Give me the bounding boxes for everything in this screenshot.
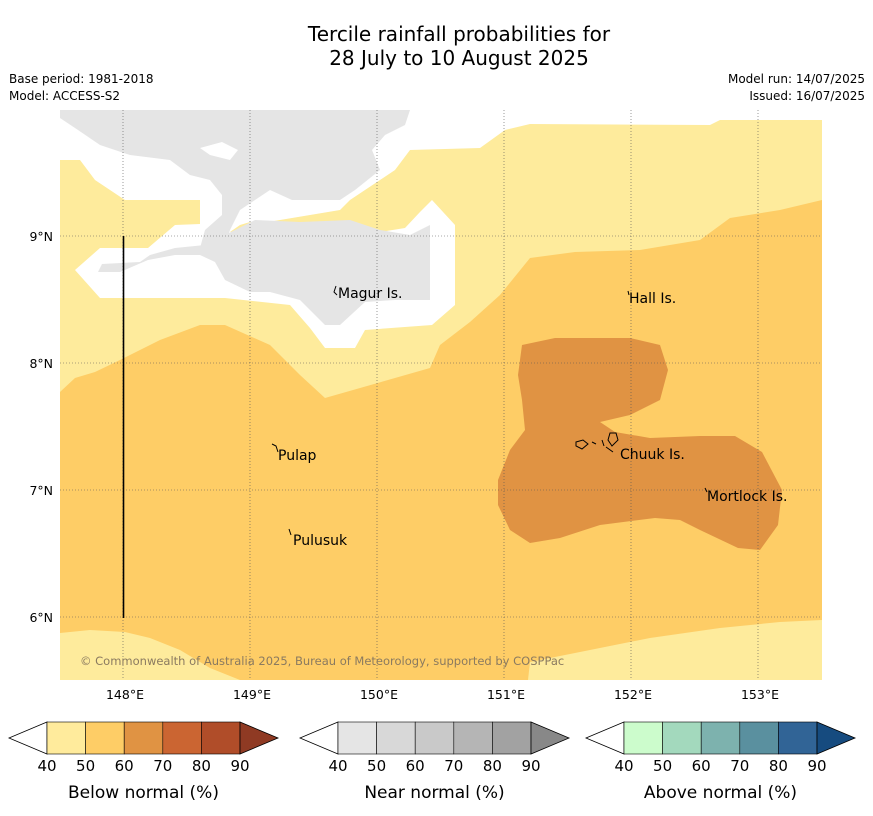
island-hall	[627, 290, 630, 296]
colorbar-tick: 60	[692, 757, 711, 775]
colorbar-min-triangle	[7, 721, 48, 755]
colorbar-cell	[337, 721, 377, 755]
colorbar-tick: 70	[153, 757, 172, 775]
colorbar-max-triangle	[239, 721, 280, 755]
colorbar-tick: 60	[406, 757, 425, 775]
colorbar-above: 40 50 60 70 80 90 Above normal (%)	[584, 721, 857, 803]
colorbar-cell	[492, 721, 532, 755]
island-pulap	[271, 443, 279, 453]
title-line-2: 28 July to 10 August 2025	[329, 46, 589, 70]
y-tick: 9°N	[29, 229, 53, 244]
colorbar-cell	[662, 721, 702, 755]
region-white-hole	[200, 142, 238, 160]
colorbar-min-triangle	[298, 721, 339, 755]
colorbar-tick: 40	[37, 757, 56, 775]
colorbar-near: 40 50 60 70 80 90 Near normal (%)	[298, 721, 571, 803]
colorbar-tick: 40	[614, 757, 633, 775]
y-tick: 8°N	[29, 356, 53, 371]
x-tick: 152°E	[614, 687, 652, 702]
colorbar-tick: 80	[192, 757, 211, 775]
colorbar-cell	[739, 721, 779, 755]
x-tick: 153°E	[741, 687, 779, 702]
title-line-1: Tercile rainfall probabilities for	[307, 22, 611, 46]
place-labels: Magur Is. Hall Is. Pulap Chuuk Is. Mortl…	[278, 286, 787, 549]
region-near-40-50-north	[60, 110, 822, 250]
colorbar-tick: 40	[328, 757, 347, 775]
label-pulap: Pulap	[278, 448, 317, 464]
y-tick: 6°N	[29, 610, 53, 625]
colorbar-cell	[162, 721, 202, 755]
y-tick: 7°N	[29, 483, 53, 498]
colorbar-min-triangle	[584, 721, 625, 755]
region-below-40-50-south-west	[60, 630, 240, 680]
label-pulusuk: Pulusuk	[293, 533, 348, 549]
colorbar-cell	[201, 721, 241, 755]
island-marks	[271, 285, 708, 536]
colorbar-cell	[623, 721, 663, 755]
colorbar-label: Below normal (%)	[68, 783, 219, 803]
colorbar-cell	[414, 721, 455, 755]
colorbar-tick: 90	[521, 757, 540, 775]
colorbar-cell	[700, 721, 741, 755]
colorbar-tick: 50	[76, 757, 95, 775]
colorbar-tick: 60	[115, 757, 134, 775]
region-below-40-50-south-east	[528, 620, 822, 680]
model-name: Model: ACCESS-S2	[9, 89, 121, 103]
issued-date: Issued: 16/07/2025	[749, 89, 865, 103]
island-magur	[333, 285, 338, 296]
region-near-40-50-south	[98, 220, 430, 325]
colorbar-cell	[778, 721, 818, 755]
map-area: Magur Is. Hall Is. Pulap Chuuk Is. Mortl…	[60, 110, 822, 680]
colorbar-tick: 80	[483, 757, 502, 775]
label-chuuk: Chuuk Is.	[620, 447, 685, 463]
colorbar-tick: 70	[444, 757, 463, 775]
colorbar-cell	[376, 721, 416, 755]
colorbar-tick: 80	[769, 757, 788, 775]
meta-right: Model run: 14/07/2025 Issued: 16/07/2025	[728, 71, 865, 105]
island-chuuk	[575, 432, 619, 453]
colorbars: 40 50 60 70 80 90 Below normal (%) 40 50 60 70 80 90…	[7, 721, 857, 803]
x-tick: 151°E	[487, 687, 525, 702]
colorbar-max-triangle	[530, 721, 571, 755]
label-mortlock: Mortlock Is.	[707, 489, 787, 505]
label-magur: Magur Is.	[338, 286, 403, 302]
base-period: Base period: 1981-2018	[9, 72, 154, 86]
x-axis-ticks: 148°E 149°E 150°E 151°E 152°E 153°E	[106, 687, 779, 702]
colorbar-label: Above normal (%)	[644, 783, 797, 803]
island-mortlock	[704, 487, 708, 493]
copyright-notice: © Commonwealth of Australia 2025, Bureau…	[80, 654, 564, 668]
meta-left: Base period: 1981-2018 Model: ACCESS-S2	[9, 71, 154, 105]
colorbar-tick: 50	[367, 757, 386, 775]
region-below-60-70	[498, 338, 782, 550]
colorbar-cell	[123, 721, 164, 755]
colorbar-tick: 50	[653, 757, 672, 775]
colorbar-tick: 90	[807, 757, 826, 775]
map-title: Tercile rainfall probabilities for 28 Ju…	[0, 22, 873, 70]
colorbar-cell	[453, 721, 493, 755]
colorbar-tick: 70	[730, 757, 749, 775]
colorbar-below: 40 50 60 70 80 90 Below normal (%)	[7, 721, 280, 803]
colorbar-tick: 90	[230, 757, 249, 775]
colorbar-cell	[85, 721, 125, 755]
island-pulusuk	[288, 528, 292, 536]
colorbar-max-triangle	[816, 721, 857, 755]
x-tick: 149°E	[233, 687, 271, 702]
colorbar-cell	[46, 721, 86, 755]
y-axis-ticks: 9°N 8°N 7°N 6°N	[29, 229, 53, 625]
x-tick: 148°E	[106, 687, 144, 702]
model-run: Model run: 14/07/2025	[727, 72, 865, 86]
label-hall: Hall Is.	[629, 291, 676, 307]
colorbar-label: Near normal (%)	[364, 783, 504, 803]
x-tick: 150°E	[360, 687, 398, 702]
